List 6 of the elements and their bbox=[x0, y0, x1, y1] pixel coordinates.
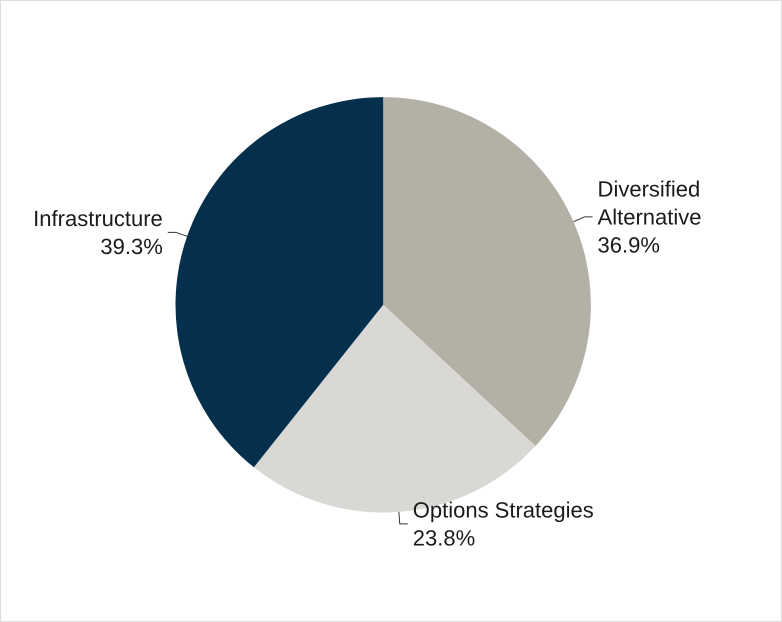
data-label: 36.9% bbox=[598, 232, 660, 258]
slice-label: Options Strategies bbox=[412, 497, 594, 522]
data-label: 23.8% bbox=[412, 525, 476, 550]
data-label: 39.3% bbox=[100, 234, 163, 259]
slice-label: Infrastructure bbox=[33, 206, 163, 231]
slice-label: Diversified Alternative bbox=[598, 176, 706, 230]
